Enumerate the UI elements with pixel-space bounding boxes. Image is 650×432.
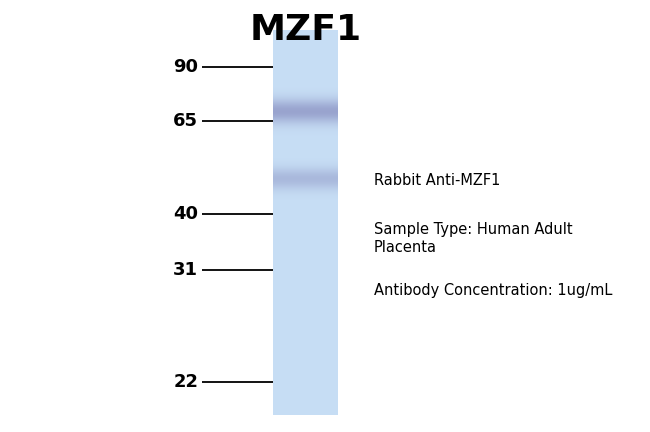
Text: Sample Type: Human Adult
Placenta: Sample Type: Human Adult Placenta: [374, 222, 573, 255]
Text: 31: 31: [174, 261, 198, 279]
Text: 90: 90: [174, 58, 198, 76]
Text: 65: 65: [174, 112, 198, 130]
Text: Rabbit Anti-MZF1: Rabbit Anti-MZF1: [374, 173, 500, 188]
Text: 40: 40: [174, 205, 198, 223]
Text: MZF1: MZF1: [250, 13, 361, 47]
Text: Antibody Concentration: 1ug/mL: Antibody Concentration: 1ug/mL: [374, 283, 612, 298]
Text: 22: 22: [174, 373, 198, 391]
